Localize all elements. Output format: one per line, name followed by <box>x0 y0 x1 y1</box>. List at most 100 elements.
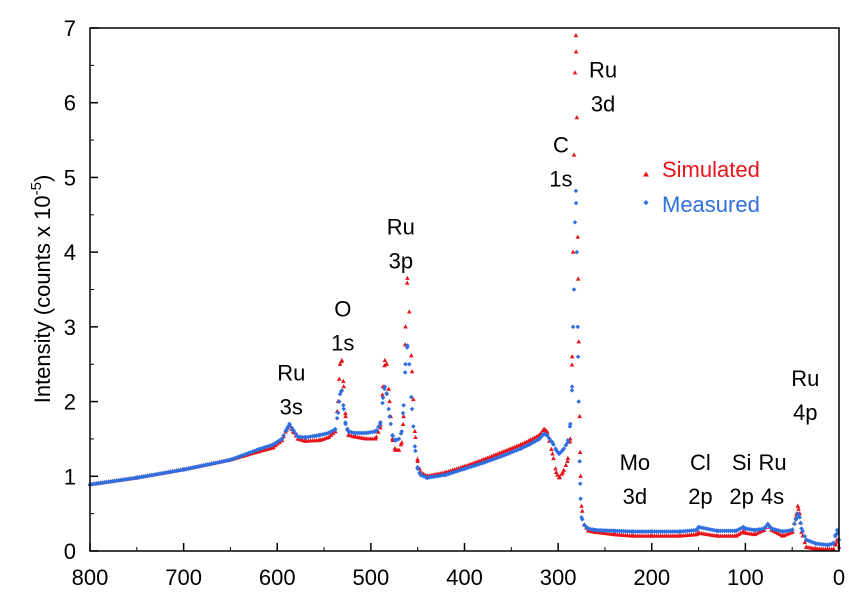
data-point <box>238 453 243 459</box>
y-axis-title: Intensity (counts x 10-5) <box>28 175 55 404</box>
data-point <box>472 463 478 468</box>
data-point <box>793 517 799 522</box>
peak-label-line: C <box>553 132 569 157</box>
peak-label-line: 3d <box>623 484 647 509</box>
y-tick-label: 3 <box>64 315 76 340</box>
data-point <box>579 517 585 522</box>
data-point <box>549 446 554 451</box>
data-point <box>497 454 503 460</box>
data-point <box>322 431 328 437</box>
data-point <box>411 396 416 402</box>
y-tick-label: 1 <box>64 464 76 489</box>
series-measured <box>87 188 842 548</box>
data-point <box>396 447 402 452</box>
data-point <box>250 449 256 454</box>
legend-marker-simulated <box>643 171 649 177</box>
data-point <box>194 464 200 470</box>
data-point <box>260 445 266 451</box>
data-point <box>405 275 410 280</box>
data-point <box>168 469 173 475</box>
data-point <box>281 433 286 438</box>
legend-item-measured: Measured <box>643 192 760 217</box>
data-point <box>579 503 584 508</box>
data-point <box>505 451 511 456</box>
data-point <box>401 413 406 419</box>
data-point <box>337 361 343 366</box>
data-point <box>334 415 340 421</box>
data-point <box>571 287 577 292</box>
data-point <box>565 458 570 463</box>
data-point <box>738 526 744 531</box>
data-point <box>271 442 276 447</box>
data-point <box>567 424 573 429</box>
data-point <box>153 472 159 477</box>
data-point <box>427 475 433 480</box>
legend-label-measured: Measured <box>662 192 760 217</box>
data-point <box>403 361 408 367</box>
data-point <box>555 472 560 477</box>
peak-label: Ru 3d <box>589 58 617 117</box>
data-point <box>130 475 136 481</box>
x-tick-label: 600 <box>259 565 296 590</box>
data-point <box>790 527 795 532</box>
data-point <box>503 452 509 457</box>
peak-label: Ru 4p <box>791 366 819 425</box>
peak-label-line: 3d <box>591 92 615 117</box>
data-point <box>262 444 268 450</box>
data-point <box>165 469 171 475</box>
data-point <box>572 70 578 75</box>
data-point <box>384 361 390 366</box>
data-point <box>579 508 585 513</box>
data-point <box>417 470 422 476</box>
data-point <box>429 474 435 480</box>
y-axis-title-exponent: -5 <box>28 182 45 195</box>
peak-label-line: 4p <box>793 400 817 425</box>
data-point <box>501 452 507 458</box>
peak-label: Cl 2p <box>688 450 712 509</box>
data-point <box>575 276 581 281</box>
data-point <box>411 424 416 429</box>
data-point <box>343 413 348 419</box>
peak-label-line: Mo <box>620 450 651 475</box>
data-point <box>425 475 431 480</box>
data-point <box>569 384 575 389</box>
data-point <box>207 461 212 467</box>
data-point <box>570 249 576 254</box>
data-point <box>794 515 799 521</box>
data-point <box>291 428 297 434</box>
data-point <box>384 391 390 397</box>
y-tick-label: 6 <box>64 91 76 116</box>
data-point <box>573 200 579 206</box>
data-point <box>341 384 347 389</box>
data-point <box>431 474 437 479</box>
x-tick-label: 100 <box>727 565 764 590</box>
data-point <box>572 219 578 225</box>
data-point <box>380 400 385 406</box>
data-point <box>489 457 494 463</box>
data-point <box>223 458 229 464</box>
data-point <box>470 463 476 469</box>
data-point <box>188 465 194 471</box>
data-point <box>332 426 338 432</box>
data-point <box>577 449 583 454</box>
data-point <box>328 429 334 434</box>
data-point <box>736 531 742 536</box>
data-point <box>444 472 449 477</box>
data-point <box>387 414 392 419</box>
data-point <box>796 506 801 511</box>
data-point <box>401 403 406 408</box>
legend-label-simulated: Simulated <box>662 157 760 182</box>
data-point <box>456 468 461 473</box>
peak-label-line: 2p <box>688 484 712 509</box>
data-point <box>569 362 575 367</box>
y-tick-label: 7 <box>64 16 76 41</box>
data-point <box>435 473 441 479</box>
data-point <box>777 528 783 534</box>
data-point <box>476 461 482 467</box>
data-point <box>399 440 405 445</box>
peak-label-line: 4s <box>761 484 784 509</box>
data-point <box>421 473 426 479</box>
data-point <box>225 458 231 463</box>
x-tick-label: 700 <box>165 565 202 590</box>
data-point <box>569 388 575 393</box>
